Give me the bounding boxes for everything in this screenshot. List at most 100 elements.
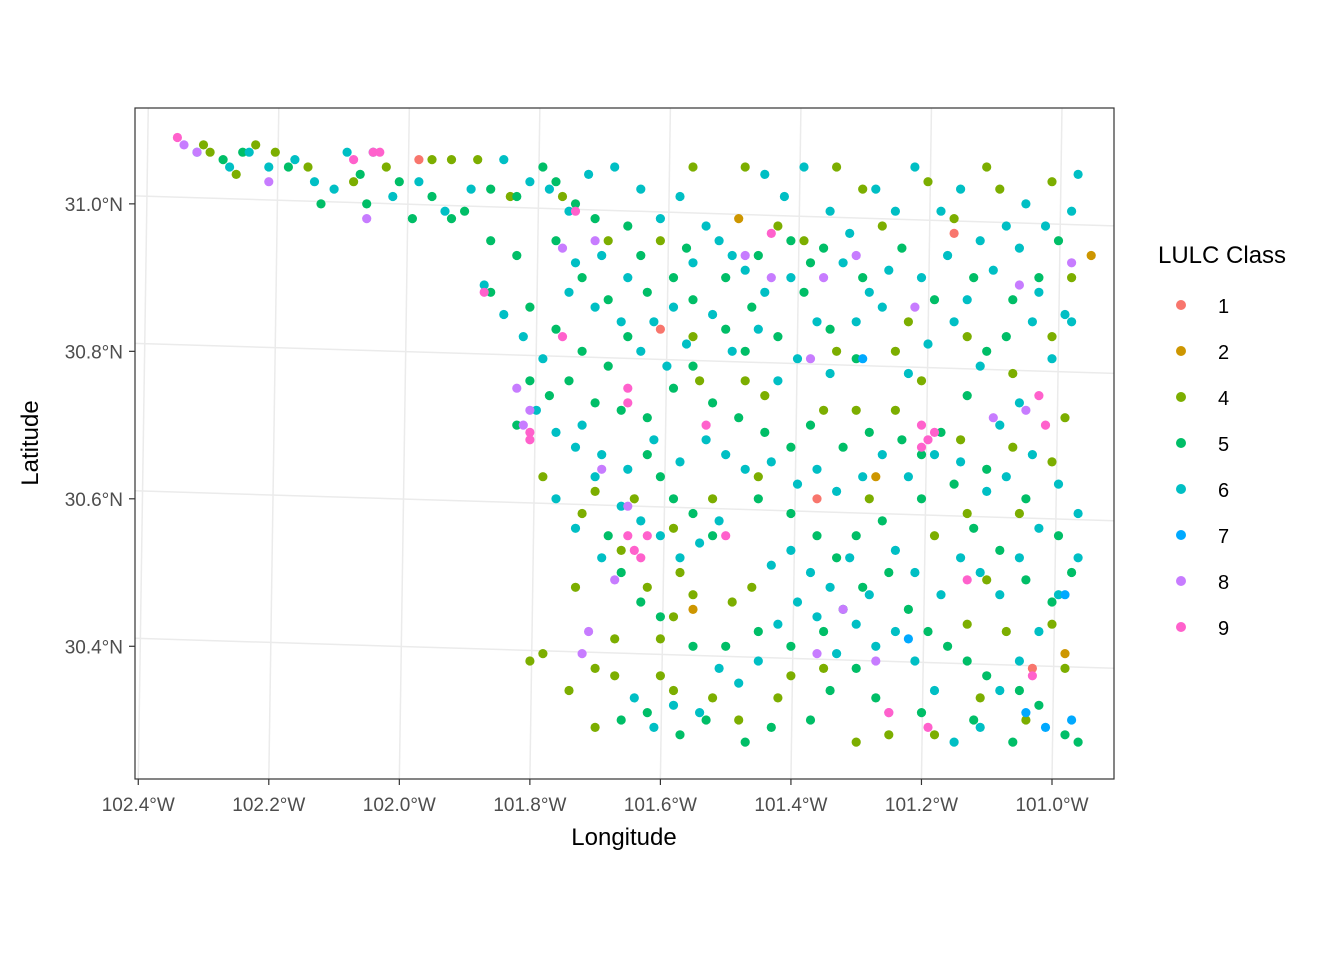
- point-class-5: [688, 641, 698, 651]
- point-class-4: [858, 184, 868, 194]
- point-class-6: [466, 184, 476, 194]
- point-class-5: [969, 715, 979, 725]
- point-class-6: [956, 184, 966, 194]
- point-class-6: [890, 545, 901, 556]
- point-class-4: [851, 737, 861, 747]
- point-class-5: [642, 708, 652, 718]
- point-class-6: [636, 346, 646, 356]
- point-class-5: [636, 597, 646, 607]
- point-class-8: [740, 250, 750, 261]
- point-class-6: [629, 693, 639, 703]
- point-class-2: [734, 214, 744, 224]
- point-class-5: [616, 405, 626, 415]
- point-class-6: [1027, 450, 1037, 460]
- point-class-5: [590, 214, 600, 224]
- point-class-8: [1067, 258, 1077, 268]
- point-class-5: [871, 693, 881, 703]
- point-class-8: [988, 413, 998, 423]
- point-class-6: [1034, 523, 1044, 533]
- legend-key-1: [1176, 300, 1186, 310]
- point-class-4: [590, 486, 600, 496]
- point-class-5: [407, 214, 417, 224]
- point-class-5: [525, 376, 535, 386]
- point-class-5: [1067, 567, 1077, 578]
- point-class-4: [740, 376, 750, 386]
- point-class-4: [557, 191, 568, 202]
- x-tick-label: 102.2°W: [232, 795, 305, 816]
- point-class-1: [655, 324, 666, 334]
- point-class-6: [786, 545, 796, 556]
- point-class-4: [655, 671, 666, 681]
- point-class-1: [812, 494, 822, 504]
- point-class-4: [349, 177, 359, 187]
- point-class-5: [805, 420, 816, 430]
- point-class-6: [590, 472, 600, 482]
- point-class-5: [838, 442, 848, 452]
- point-class-6: [649, 317, 659, 327]
- point-class-5: [427, 191, 437, 202]
- point-class-6: [675, 191, 685, 202]
- point-class-6: [825, 368, 835, 379]
- point-class-5: [1073, 737, 1083, 747]
- point-class-4: [688, 162, 698, 172]
- point-class-5: [773, 332, 783, 342]
- point-class-6: [975, 567, 985, 578]
- point-class-8: [557, 243, 568, 253]
- point-class-4: [446, 155, 457, 165]
- point-class-5: [681, 243, 692, 253]
- point-class-4: [610, 671, 620, 681]
- point-class-4: [747, 582, 757, 592]
- point-class-6: [910, 656, 920, 666]
- point-class-6: [995, 420, 1005, 430]
- point-class-4: [473, 155, 483, 165]
- point-class-8: [766, 273, 776, 283]
- point-class-6: [864, 287, 874, 297]
- x-gridline: [268, 107, 280, 780]
- point-class-6: [668, 700, 679, 710]
- point-class-4: [668, 685, 679, 696]
- y-axis-title: Latitude: [17, 400, 44, 485]
- x-gridline: [529, 107, 541, 780]
- point-class-5: [218, 155, 228, 165]
- point-class-6: [1014, 398, 1024, 408]
- point-class-8: [819, 273, 829, 283]
- point-class-4: [962, 508, 972, 519]
- point-class-5: [551, 324, 561, 334]
- point-class-5: [949, 479, 959, 489]
- point-class-6: [792, 597, 803, 607]
- point-class-4: [538, 649, 548, 659]
- point-class-4: [956, 435, 966, 445]
- point-class-6: [264, 162, 274, 172]
- point-class-6: [805, 567, 816, 578]
- point-class-5: [603, 531, 613, 541]
- point-class-9: [375, 147, 385, 157]
- point-class-6: [570, 258, 581, 268]
- point-class-5: [512, 191, 522, 202]
- point-class-1: [1027, 663, 1037, 674]
- axis-layer: 102.4°W 102.2°W 102.0°W 101.8°W 101.6°W 101.4…: [65, 195, 1089, 816]
- point-class-5: [460, 206, 470, 216]
- point-class-6: [342, 147, 352, 157]
- point-class-5: [701, 715, 711, 725]
- point-class-5: [962, 656, 972, 666]
- point-class-5: [544, 391, 555, 401]
- point-class-6: [668, 302, 679, 312]
- point-class-4: [832, 162, 842, 172]
- point-class-6: [721, 450, 731, 460]
- point-class-5: [675, 730, 685, 740]
- point-class-6: [877, 302, 887, 312]
- point-class-5: [668, 273, 679, 283]
- point-class-6: [871, 641, 881, 651]
- point-class-4: [1047, 177, 1057, 187]
- point-class-5: [851, 354, 861, 364]
- point-class-5: [864, 427, 874, 437]
- point-class-5: [721, 324, 731, 334]
- point-class-5: [688, 508, 698, 519]
- point-class-6: [309, 177, 320, 187]
- point-class-6: [825, 582, 835, 592]
- point-class-6: [1067, 206, 1077, 216]
- point-class-6: [440, 206, 450, 216]
- point-class-6: [995, 685, 1005, 696]
- point-class-9: [929, 427, 940, 437]
- point-class-6: [832, 486, 842, 496]
